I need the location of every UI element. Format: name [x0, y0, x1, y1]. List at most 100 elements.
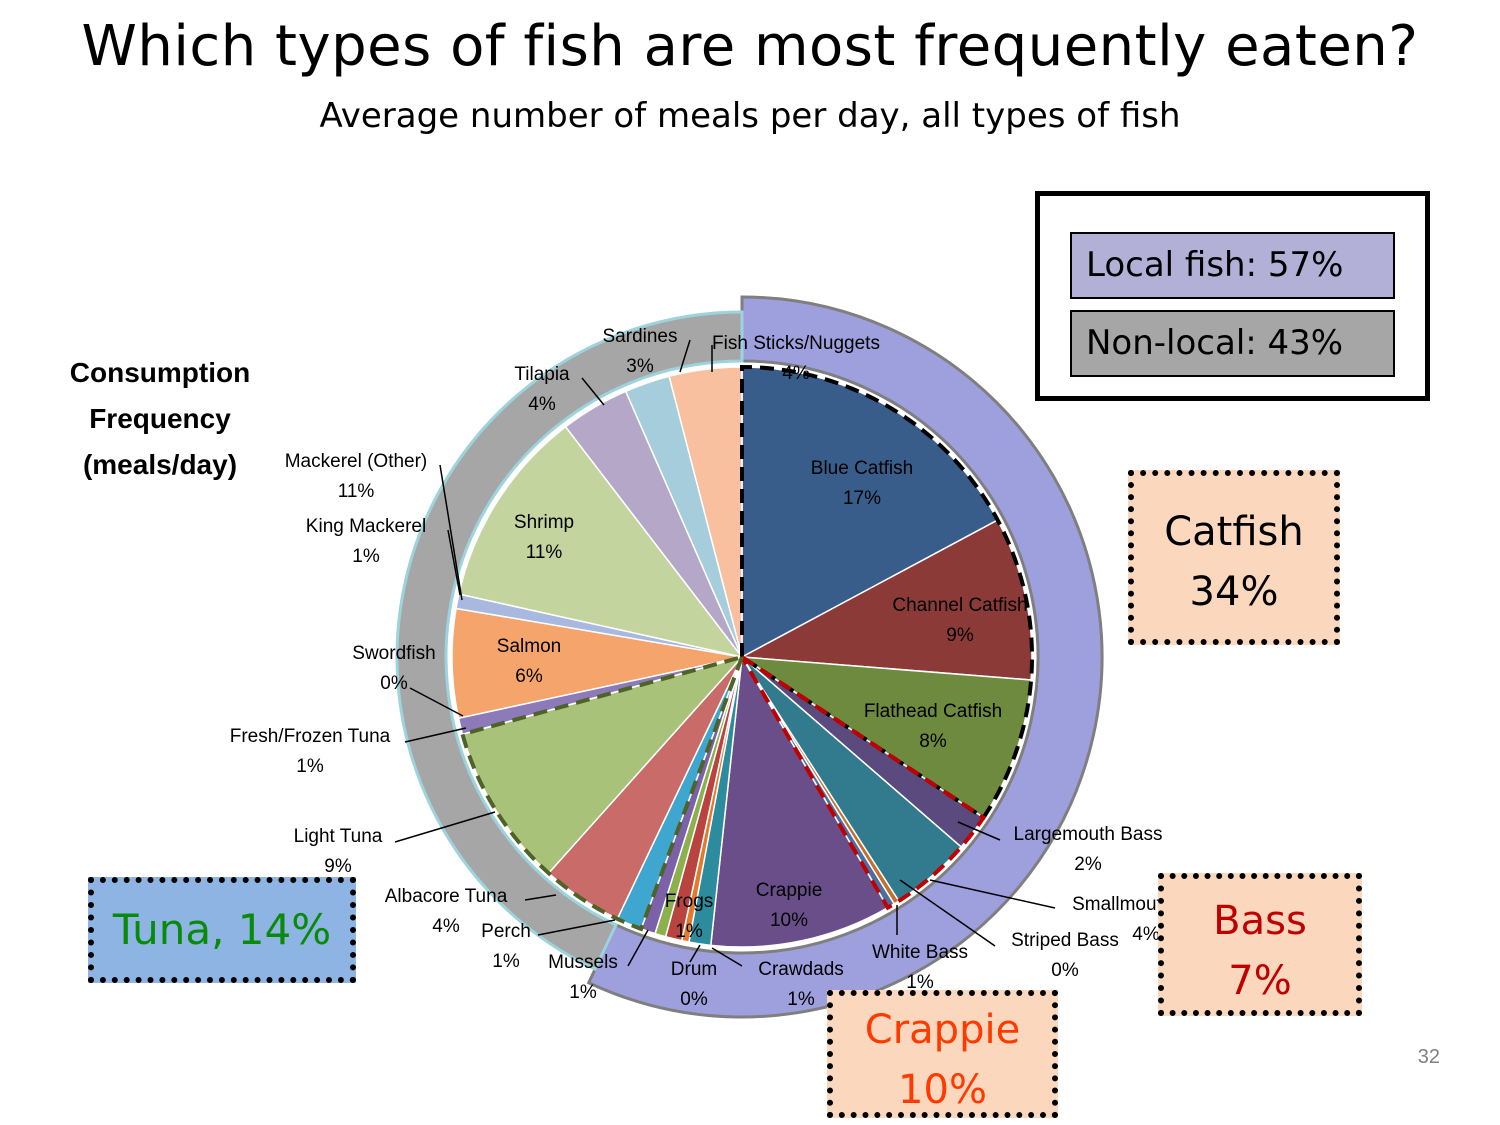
slice-label-name: Sardines: [603, 326, 678, 347]
slice-label-value: 2%: [1074, 854, 1102, 875]
pie-slice: [709, 654, 889, 948]
slice-label-value: 10%: [770, 910, 808, 931]
slice-label-value: 4%: [782, 363, 810, 384]
leader-line: [581, 377, 605, 406]
leader-line: [394, 811, 496, 843]
y-axis-label-line: Frequency: [89, 403, 231, 434]
legend-frame: [1035, 191, 1430, 401]
slice-label: Fresh/Frozen Tuna 1%: [230, 726, 391, 777]
slice-label-name: Drum: [671, 959, 717, 980]
slice-label-name: Mussels: [548, 952, 618, 973]
slice-label: Sardines 3%: [603, 326, 678, 377]
group-outline: [740, 655, 987, 911]
catfish-callout-value: 34%: [1189, 569, 1279, 615]
bass-callout: Bass 7%: [1158, 873, 1362, 1016]
slice-label: White Bass 1%: [872, 942, 968, 993]
group-outline: [740, 364, 1034, 821]
slice-label-value: 9%: [324, 856, 352, 877]
slice-label-value: 0%: [380, 673, 408, 694]
catfish-callout-name: Catfish: [1164, 509, 1304, 555]
leader-line: [439, 464, 463, 601]
crappie-callout-name: Crappie: [864, 1007, 1021, 1053]
leader-line: [711, 947, 743, 967]
group-outline: [460, 654, 746, 932]
slice-label-name: Fish Sticks/Nuggets: [712, 333, 880, 354]
tuna-callout: Tuna, 14%: [88, 877, 356, 983]
pie-slices: [451, 366, 1033, 948]
slice-label-name: Fresh/Frozen Tuna: [230, 726, 391, 747]
slice-label: Channel Catfish 9%: [892, 595, 1027, 646]
slice-label-name: Shrimp: [514, 512, 574, 533]
slice-label: Tilapia 4%: [514, 364, 570, 415]
slice-label: Mussels 1%: [548, 952, 618, 1003]
slice-label-name: Striped Bass: [1011, 930, 1119, 951]
catfish-callout: Catfish 34%: [1128, 470, 1340, 645]
slice-label-value: 1%: [787, 989, 815, 1010]
leader-line: [679, 339, 691, 373]
slice-label-name: White Bass: [872, 942, 968, 963]
slice-label-name: Channel Catfish: [892, 595, 1027, 616]
slice-label-value: 4%: [528, 394, 556, 415]
y-axis-label-line: Consumption: [69, 357, 251, 388]
leader-line: [404, 727, 467, 743]
slice-label-value: 11%: [338, 481, 375, 502]
slice-label: Swordfish 0%: [352, 643, 435, 694]
slice-label-name: Albacore Tuna: [385, 886, 508, 907]
slice-label-value: 3%: [626, 356, 654, 377]
leader-lines: [394, 339, 1056, 967]
slice-label-value: 1%: [352, 546, 380, 567]
bass-callout-value: 7%: [1228, 958, 1292, 1004]
slice-label-value: 1%: [675, 921, 703, 942]
slice-label: Fish Sticks/Nuggets 4%: [712, 333, 880, 384]
slice-label: Flathead Catfish 8%: [864, 701, 1002, 752]
chart-title: Which types of fish are most frequently …: [81, 14, 1419, 79]
legend-local-fish: Local fish: 57%: [1070, 232, 1395, 299]
leader-line: [409, 687, 464, 717]
slice-label-value: 1%: [296, 756, 324, 777]
slice-label-name: Tilapia: [514, 364, 570, 385]
slice-label-value: 4%: [1132, 924, 1160, 945]
bass-callout-name: Bass: [1213, 898, 1307, 944]
slice-label-value: 4%: [432, 916, 460, 937]
leader-line: [627, 929, 649, 967]
slice-label-value: 1%: [492, 951, 520, 972]
slice-label-name: Crappie: [756, 880, 823, 901]
slice-label: Blue Catfish 17%: [811, 458, 913, 509]
slice-label: Mackerel (Other) 11%: [285, 451, 428, 502]
slice-label: Striped Bass 0%: [1011, 930, 1119, 981]
pie-slice: [458, 425, 744, 659]
leader-line: [899, 879, 996, 947]
slice-label-value: 8%: [919, 731, 947, 752]
slice-label: Frogs 1%: [665, 891, 714, 942]
slice-label-name: Salmon: [497, 636, 561, 657]
slice-label: Salmon 6%: [497, 636, 561, 687]
slice-label: Albacore Tuna 4%: [385, 886, 508, 937]
slice-label: Crappie 10%: [756, 880, 823, 931]
leader-line: [689, 944, 701, 963]
slice-label-value: 1%: [906, 972, 934, 993]
slice-label-name: King Mackerel: [306, 516, 426, 537]
slice-label: Perch 1%: [481, 921, 531, 972]
y-axis-label-line: (meals/day): [82, 449, 238, 480]
leader-line: [929, 879, 1056, 909]
slice-label-name: Light Tuna: [294, 826, 383, 847]
slice-label-value: 9%: [946, 625, 974, 646]
slice-label-name: Perch: [481, 921, 531, 942]
slice-label-name: Blue Catfish: [811, 458, 913, 479]
slice-label: Shrimp 11%: [514, 512, 574, 563]
slice-label-value: 6%: [515, 666, 543, 687]
slice-label: Crawdads 1%: [758, 959, 844, 1010]
slice-label: Drum 0%: [671, 959, 717, 1010]
slice-label-name: Swordfish: [352, 643, 435, 664]
legend-nonlocal-fish: Non-local: 43%: [1070, 310, 1395, 377]
leader-line: [524, 894, 557, 901]
slice-label-value: 11%: [526, 542, 563, 563]
slice-label: Light Tuna 9%: [294, 826, 383, 877]
leader-line: [957, 821, 1001, 841]
slice-label-name: Mackerel (Other): [285, 451, 428, 472]
crappie-callout: Crappie 10%: [827, 990, 1058, 1118]
slice-label-name: Crawdads: [758, 959, 844, 980]
group-outlines: [460, 364, 1034, 932]
y-axis-label: Consumption Frequency (meals/day): [40, 350, 280, 488]
